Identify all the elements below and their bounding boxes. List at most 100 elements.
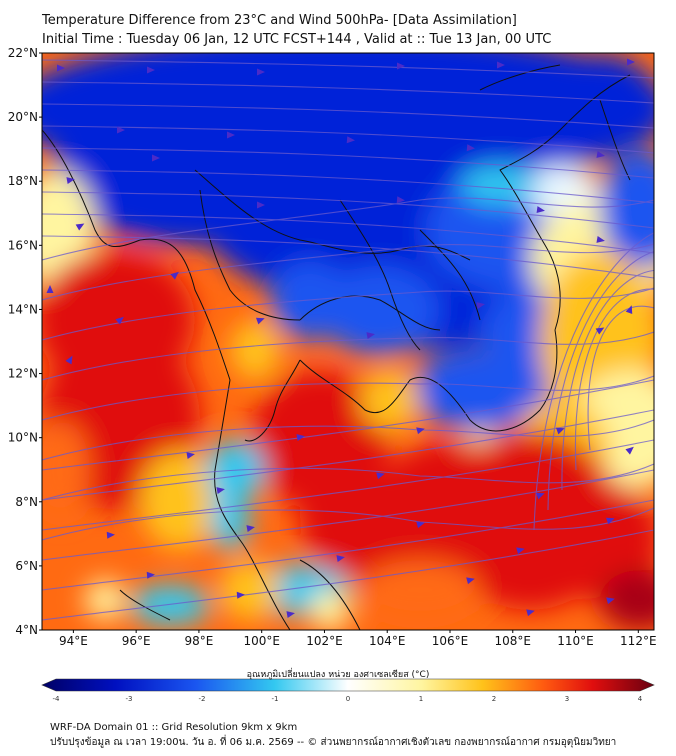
coastline-12 — [479, 64, 561, 91]
wind-arrow — [336, 555, 345, 562]
lon-label: 100°E — [243, 634, 280, 648]
wind-arrow — [516, 547, 525, 555]
coastline-2 — [244, 359, 301, 442]
streamline — [42, 379, 654, 471]
wind-arrow — [396, 196, 405, 204]
streamline — [42, 81, 654, 104]
coastline-3 — [299, 329, 558, 432]
wind-arrow — [152, 154, 160, 162]
colorbar-tick: -4 — [53, 695, 61, 703]
wind-arrow — [627, 58, 635, 66]
lon-label: 110°E — [557, 634, 594, 648]
streamline — [42, 125, 654, 154]
streamline — [42, 169, 654, 204]
wind-arrow — [170, 271, 179, 280]
streamline — [574, 288, 654, 471]
colorbar: -4 -3 -2 -1 0 1 2 3 4 — [41, 678, 655, 703]
streamline — [42, 197, 654, 261]
map-title: Temperature Difference from 23°C and Win… — [42, 11, 551, 49]
title-line-2: Initial Time : Tuesday 06 Jan, 12 UTC FC… — [42, 32, 552, 47]
lat-label: 8°N — [15, 495, 38, 509]
lat-label: 20°N — [8, 110, 38, 124]
streamline — [42, 243, 654, 301]
streamline — [533, 232, 654, 531]
streamline — [42, 463, 654, 501]
wind-arrow — [596, 151, 605, 158]
wind-arrow — [625, 446, 634, 455]
title-line-1: Temperature Difference from 23°C and Win… — [42, 13, 517, 28]
lat-label: 6°N — [15, 559, 38, 573]
wind-arrow — [186, 452, 195, 459]
streamline — [42, 235, 654, 279]
wind-arrow — [535, 492, 545, 500]
lat-label: 12°N — [8, 367, 38, 381]
wind-arrow — [65, 355, 73, 365]
lon-label: 96°E — [122, 634, 151, 648]
lat-label: 16°N — [8, 238, 38, 252]
wind-arrow — [75, 223, 85, 231]
coastline-11 — [119, 589, 171, 621]
wind-arrow — [416, 521, 425, 529]
wind-arrow — [366, 332, 375, 339]
wind-arrow — [117, 126, 125, 134]
footer-line-1: WRF-DA Domain 01 :: Grid Resolution 9km … — [50, 722, 298, 733]
colorbar-tick: 3 — [565, 695, 569, 703]
wind-arrow — [66, 177, 75, 184]
footer-line-2: ปรับปรุงข้อมูล ณ เวลา 19:00น. วัน อ. ที่… — [50, 737, 617, 748]
lon-label: 98°E — [184, 634, 213, 648]
wind-arrow — [376, 472, 385, 480]
lon-label: 108°E — [495, 634, 532, 648]
lat-label: 18°N — [8, 174, 38, 188]
streamline — [42, 469, 654, 561]
wind-arrow — [497, 61, 505, 69]
lat-label: 4°N — [15, 623, 38, 637]
wind-arrow — [596, 236, 605, 243]
colorbar-caption: อุณหภูมิเปลี่ยนแปลง หน่วย องศาเซลเซียส (… — [246, 670, 430, 680]
colorbar-tick: 1 — [419, 695, 423, 703]
streamline — [42, 287, 654, 341]
coastline-1 — [214, 379, 291, 630]
map-frame — [41, 52, 655, 631]
wind-arrow — [397, 62, 405, 70]
coastline-7 — [299, 295, 441, 331]
wind-arrow — [416, 427, 425, 435]
colorbar-tick: -1 — [272, 695, 279, 703]
coastline-13 — [599, 99, 631, 181]
streamline — [42, 213, 654, 254]
wind-arrow — [595, 327, 605, 335]
lon-label: 102°E — [306, 634, 343, 648]
wind-arrow — [476, 302, 485, 309]
lon-label: 112°E — [620, 634, 657, 648]
wind-arrow — [46, 285, 54, 293]
wind-arrow — [296, 434, 305, 441]
lat-label: 10°N — [8, 431, 38, 445]
footer: WRF-DA Domain 01 :: Grid Resolution 9km … — [50, 720, 616, 750]
colorbar-gradient — [41, 678, 655, 692]
streamline — [42, 103, 654, 129]
streamline — [587, 305, 654, 451]
streamline — [42, 191, 654, 229]
wind-arrow — [555, 427, 565, 435]
wind-arrow — [246, 525, 255, 532]
wind-arrow — [257, 201, 265, 209]
lon-label: 94°E — [59, 634, 88, 648]
wind-arrow — [236, 591, 245, 599]
coastline-5 — [194, 169, 471, 261]
streamline — [42, 419, 654, 461]
streamline — [561, 270, 654, 491]
streamline — [42, 59, 654, 79]
coastline-4 — [499, 74, 631, 331]
coastline-0 — [42, 129, 231, 381]
colorbar-tick: -3 — [126, 695, 133, 703]
streamline — [42, 147, 654, 179]
streamline — [42, 499, 654, 591]
wind-arrow — [625, 305, 633, 315]
wind-arrow — [147, 66, 155, 74]
streamline — [42, 409, 654, 501]
wind-arrow — [526, 609, 535, 617]
wind-arrow — [57, 64, 65, 72]
streamline — [42, 331, 654, 381]
streamline — [42, 529, 654, 621]
coastline-6 — [199, 189, 301, 321]
wind-arrow — [257, 68, 265, 76]
